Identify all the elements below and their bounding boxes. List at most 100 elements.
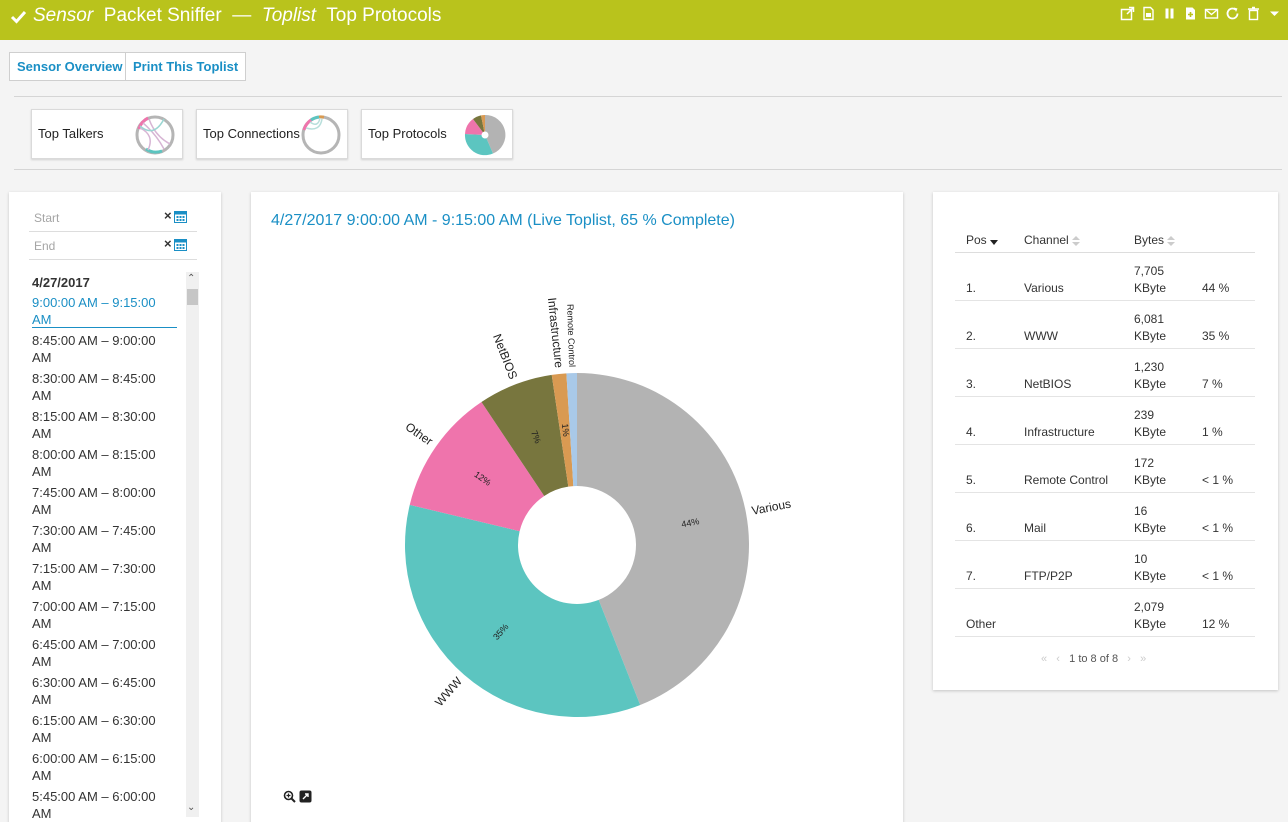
pie-slice[interactable] (551, 373, 574, 487)
print-toplist-button[interactable]: Print This Toplist (125, 52, 247, 81)
clear-start-icon[interactable]: × (164, 208, 172, 223)
refresh-icon[interactable] (1225, 6, 1240, 21)
time-range-label: AM (32, 692, 52, 707)
scrollbar-thumb[interactable] (187, 289, 198, 305)
time-range-item[interactable]: 8:45:00 AM – 9:00:00 AM (32, 328, 177, 366)
time-range-label: 9:00:00 AM – 9:15:00 (32, 295, 156, 310)
chevron-down-icon[interactable] (1267, 6, 1282, 21)
divider (14, 96, 1282, 97)
column-header-channel[interactable]: Channel (1024, 233, 1080, 247)
row-percent: < 1 % (1202, 521, 1234, 535)
expand-icon[interactable] (299, 790, 312, 803)
row-percent: 7 % (1202, 377, 1223, 391)
pie-slice[interactable] (566, 373, 577, 487)
calendar-icon[interactable] (174, 210, 187, 223)
row-percent: 44 % (1202, 281, 1230, 295)
check-icon (10, 10, 27, 24)
slice-name-label: Infrastructure (545, 297, 566, 369)
row-percent: < 1 % (1202, 473, 1234, 487)
start-field[interactable]: Start × (29, 205, 197, 232)
row-pos: 6. (966, 521, 977, 535)
time-range-item[interactable]: 6:00:00 AM – 6:15:00 AM (32, 746, 177, 784)
time-range-item[interactable]: 7:00:00 AM – 7:15:00 AM (32, 594, 177, 632)
table-row[interactable]: 7. FTP/P2P 10 KByte < 1 % (955, 541, 1255, 589)
toplist-label: Toplist (261, 5, 317, 26)
time-range-label: 6:30:00 AM – 6:45:00 (32, 675, 156, 690)
pie-slice[interactable] (577, 373, 750, 705)
row-channel: Mail (1024, 521, 1047, 535)
toplist-card-top-talkers[interactable]: Top Talkers (31, 109, 183, 159)
external-link-icon[interactable] (1120, 6, 1135, 21)
time-range-item[interactable]: 8:15:00 AM – 8:30:00 AM (32, 404, 177, 442)
row-channel: WWW (1024, 329, 1058, 343)
sensor-overview-button[interactable]: Sensor Overview (9, 52, 131, 81)
row-bytes-unit: KByte (1134, 329, 1167, 343)
time-range-label: 8:15:00 AM – 8:30:00 (32, 409, 156, 424)
column-header-bytes[interactable]: Bytes (1134, 233, 1176, 247)
calendar-icon[interactable] (174, 238, 187, 251)
slice-name-label: NetBIOS (490, 332, 520, 381)
trash-icon[interactable] (1246, 6, 1261, 21)
table-row[interactable]: 6. Mail 16 KByte < 1 % (955, 493, 1255, 541)
row-bytes: 10 (1134, 552, 1148, 566)
first-page-icon[interactable]: « (1041, 653, 1048, 665)
next-page-icon[interactable]: › (1127, 653, 1131, 665)
slice-name-label: Remote Control (565, 304, 577, 367)
time-range-item[interactable]: 6:45:00 AM – 7:00:00 AM (32, 632, 177, 670)
pdf-icon[interactable] (1141, 6, 1156, 21)
sensor-name[interactable]: Packet Sniffer (103, 5, 222, 26)
row-percent: 12 % (1202, 617, 1230, 631)
time-range-item[interactable]: 7:45:00 AM – 8:00:00 AM (32, 480, 177, 518)
time-range-item[interactable]: 7:15:00 AM – 7:30:00 AM (32, 556, 177, 594)
time-range-label: 6:45:00 AM – 7:00:00 (32, 637, 156, 652)
time-range-label: AM (32, 502, 52, 517)
table-row[interactable]: Other 2,079 KByte 12 % (955, 589, 1255, 637)
time-range-item[interactable]: 9:00:00 AM – 9:15:00 AM (32, 290, 177, 328)
table-row[interactable]: 2. WWW 6,081 KByte 35 % (955, 301, 1255, 349)
toplist-card-label: Top Connections (203, 126, 300, 141)
row-channel: FTP/P2P (1024, 569, 1073, 583)
mail-icon[interactable] (1204, 6, 1219, 21)
time-range-item[interactable]: 8:00:00 AM – 8:15:00 AM (32, 442, 177, 480)
time-range-item[interactable]: 5:45:00 AM – 6:00:00 AM (32, 784, 177, 822)
time-range-item[interactable]: 6:15:00 AM – 6:30:00 AM (32, 708, 177, 746)
pause-icon[interactable] (1162, 6, 1177, 21)
column-header-pos[interactable]: Pos (966, 233, 998, 247)
row-bytes-unit: KByte (1134, 377, 1167, 391)
column-header-label: Channel (1024, 233, 1069, 247)
sort-icon (1167, 235, 1176, 246)
pie-slice[interactable] (409, 401, 545, 532)
table-row[interactable]: 5. Remote Control 172 KByte < 1 % (955, 445, 1255, 493)
zoom-in-icon[interactable] (283, 790, 296, 803)
row-channel: NetBIOS (1024, 377, 1072, 391)
pie-slice[interactable] (481, 374, 569, 496)
toplist-card-top-connections[interactable]: Top Connections (196, 109, 348, 159)
row-bytes: 6,081 (1134, 312, 1165, 326)
page-title: Sensor Packet Sniffer — Toplist Top Prot… (33, 5, 441, 27)
table-row[interactable]: 3. NetBIOS 1,230 KByte 7 % (955, 349, 1255, 397)
clear-end-icon[interactable]: × (164, 236, 172, 251)
row-bytes: 2,079 (1134, 600, 1165, 614)
scrollbar[interactable]: ⌃ ⌄ (186, 272, 199, 817)
table-row[interactable]: 1. Various 7,705 KByte 44 % (955, 253, 1255, 301)
time-range-item[interactable]: 6:30:00 AM – 6:45:00 AM (32, 670, 177, 708)
time-range-label: AM (32, 578, 52, 593)
end-placeholder: End (34, 239, 56, 253)
toplist-card-top-protocols[interactable]: Top Protocols (361, 109, 513, 159)
time-range-label: 8:00:00 AM – 8:15:00 (32, 447, 156, 462)
pie-slice[interactable] (404, 504, 641, 717)
chevron-up-icon[interactable]: ⌃ (187, 273, 196, 284)
chevron-down-icon[interactable]: ⌄ (187, 802, 196, 813)
add-file-icon[interactable] (1183, 6, 1198, 21)
last-page-icon[interactable]: » (1140, 653, 1147, 665)
row-bytes-unit: KByte (1134, 281, 1167, 295)
prev-page-icon[interactable]: ‹ (1056, 653, 1060, 665)
toplist-card-label: Top Talkers (38, 126, 104, 141)
row-pos: 7. (966, 569, 977, 583)
time-range-list: 4/27/2017 9:00:00 AM – 9:15:00 AM 8:45:00 … (32, 276, 177, 822)
end-field[interactable]: End × (29, 233, 197, 260)
time-range-item[interactable]: 7:30:00 AM – 7:45:00 AM (32, 518, 177, 556)
time-range-item[interactable]: 8:30:00 AM – 8:45:00 AM (32, 366, 177, 404)
page-header: Sensor Packet Sniffer — Toplist Top Prot… (0, 0, 1288, 40)
table-row[interactable]: 4. Infrastructure 239 KByte 1 % (955, 397, 1255, 445)
